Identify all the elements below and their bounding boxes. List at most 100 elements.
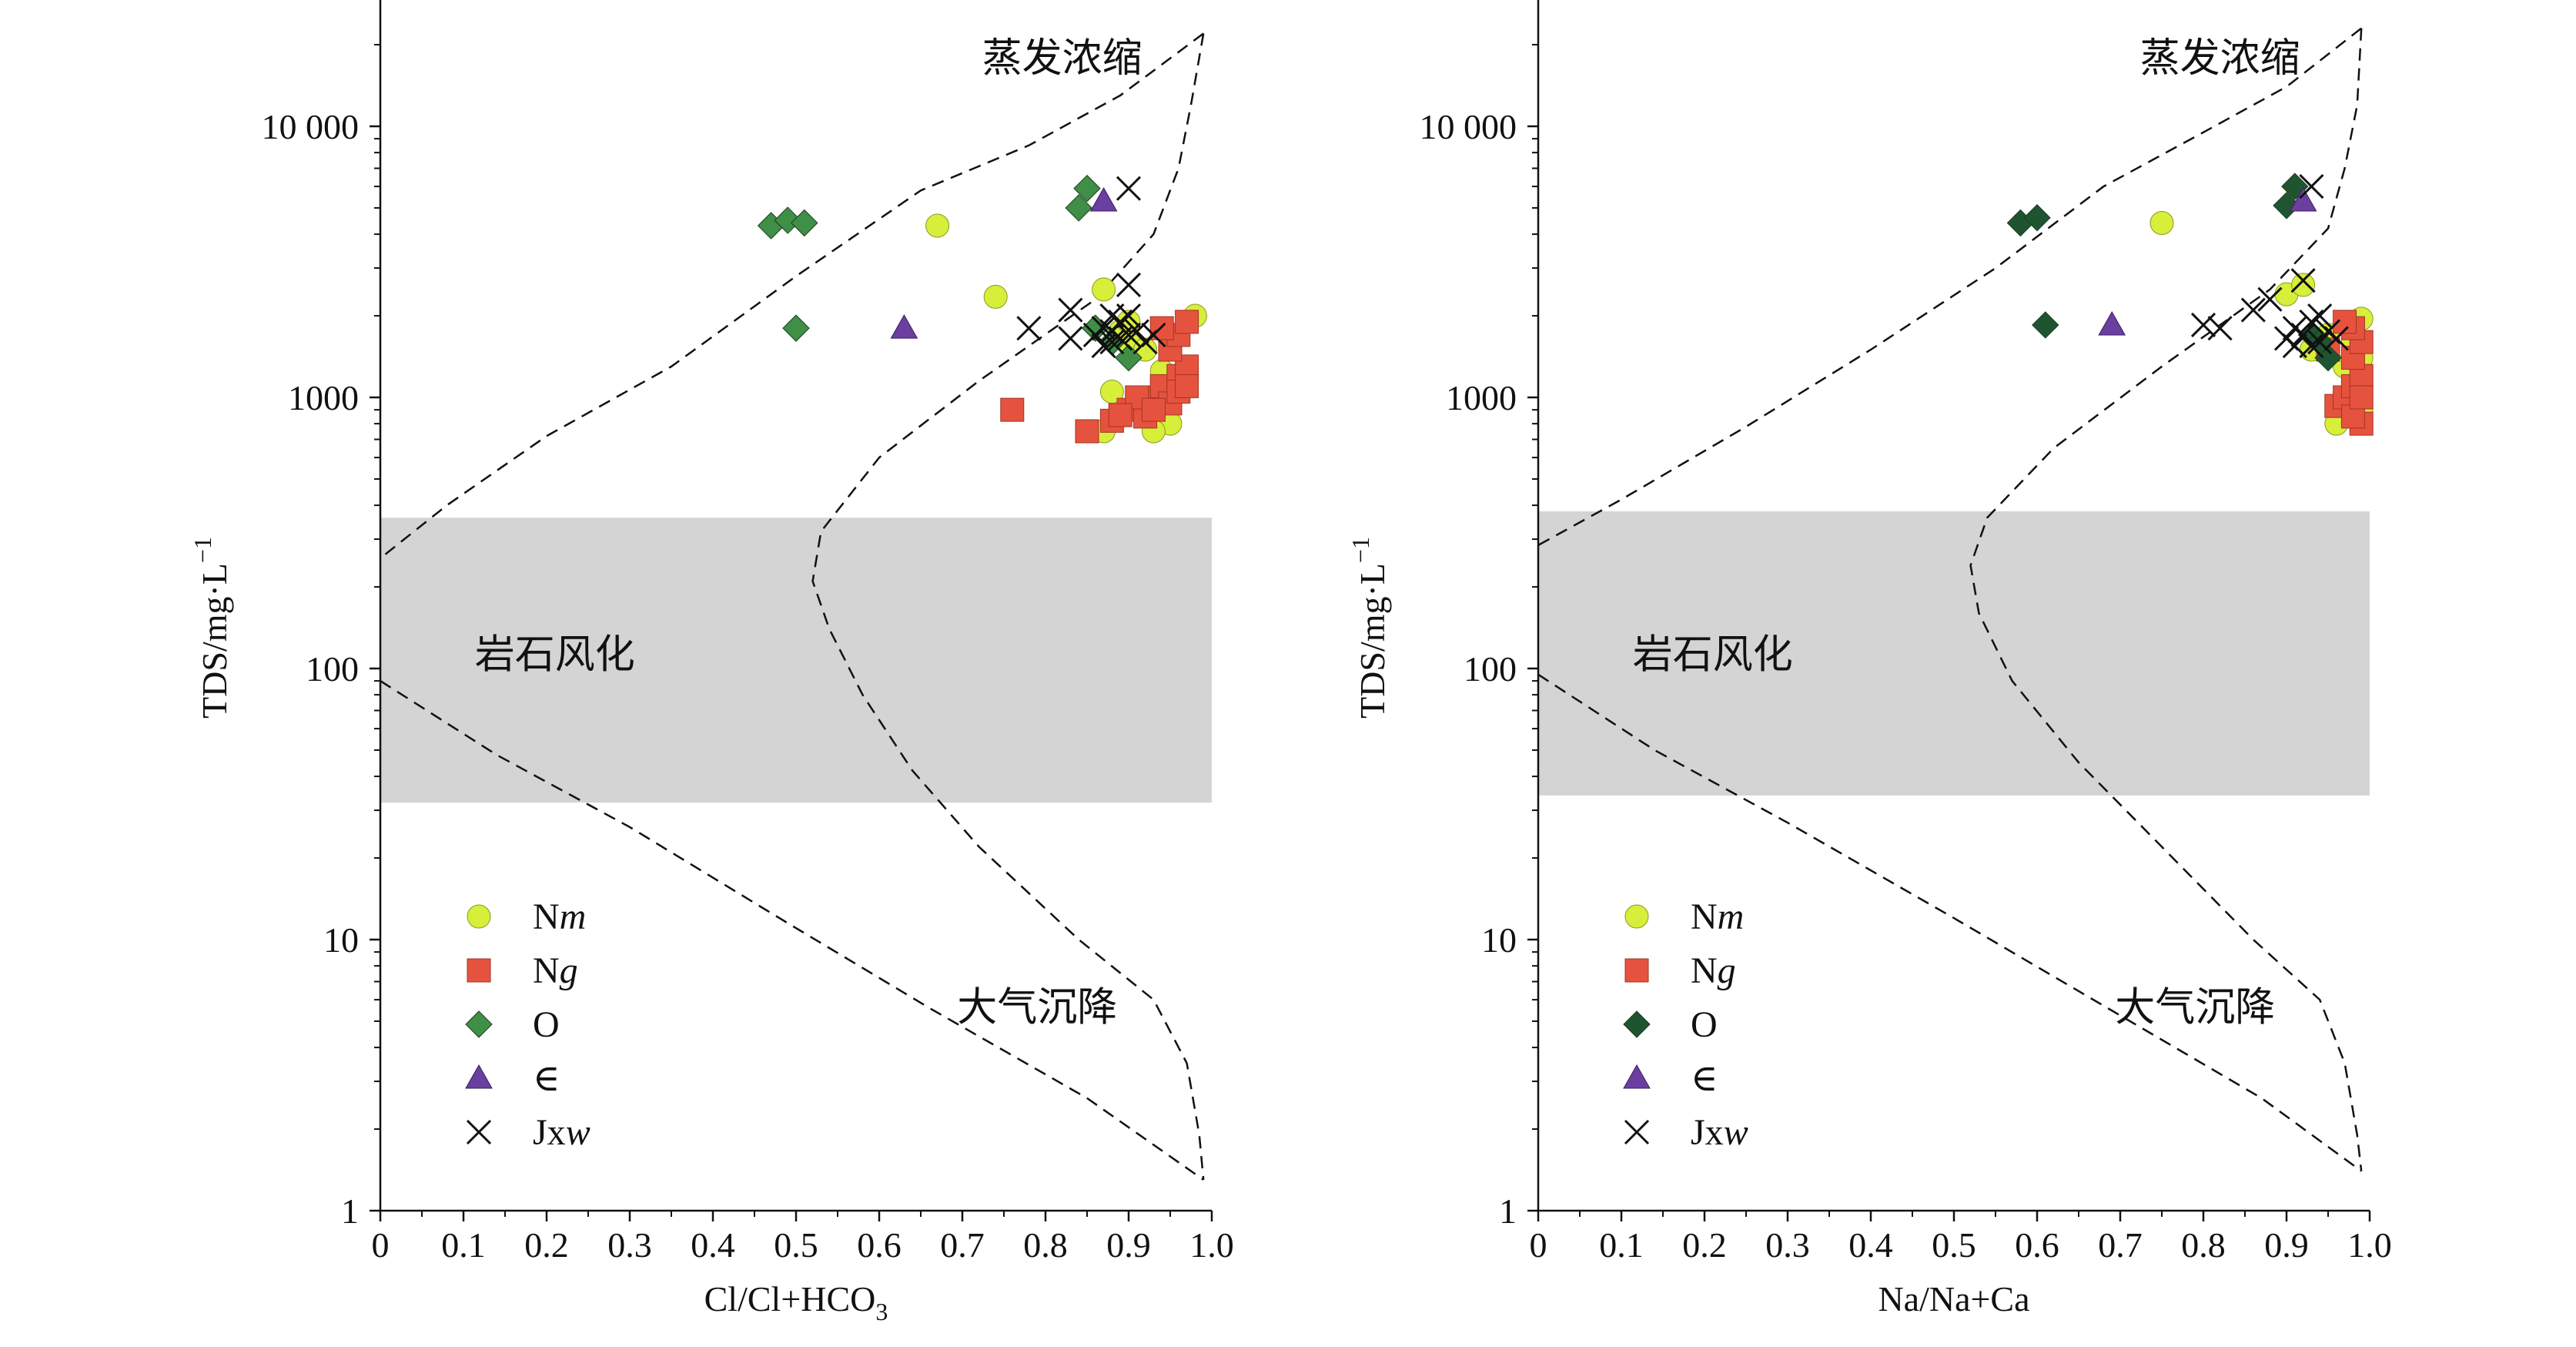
point-jxw-stroke bbox=[1108, 326, 1133, 351]
y-axis-label: TDS/mg·L−1 bbox=[189, 537, 234, 719]
y-tick-label: 10 bbox=[323, 920, 359, 960]
point-jxw bbox=[1091, 333, 1116, 359]
legend-item-nm: Nm bbox=[1624, 896, 1744, 937]
x-tick-label: 0.9 bbox=[1106, 1225, 1151, 1265]
y-tick-label: 100 bbox=[306, 649, 359, 689]
point-jxw bbox=[1141, 322, 1166, 347]
point-jxw-stroke bbox=[1116, 322, 1142, 347]
legend-item-ng: Ng bbox=[1624, 950, 1736, 991]
point-jxw-stroke bbox=[1058, 326, 1083, 351]
point-cam bbox=[2289, 187, 2317, 212]
legend: Nm Ng O ∈ Jxw bbox=[1623, 896, 1748, 1153]
point-jxw bbox=[2190, 312, 2216, 338]
x-tick-label: 0.2 bbox=[524, 1225, 569, 1265]
point-nm bbox=[2149, 211, 2174, 236]
point-jxw bbox=[1058, 297, 1083, 323]
legend-label-jxw: Jxw bbox=[533, 1112, 590, 1153]
legend-marker-cam bbox=[1623, 1064, 1651, 1089]
legend-marker-cam bbox=[465, 1064, 493, 1089]
point-jxw bbox=[2290, 322, 2316, 347]
legend-label-cam: ∈ bbox=[1691, 1058, 1718, 1099]
boundary-inner-curve bbox=[811, 33, 1205, 1181]
y-tick-label: 10 bbox=[1481, 920, 1517, 960]
x-tick-label: 0.7 bbox=[940, 1225, 985, 1265]
point-jxw-stroke bbox=[2257, 286, 2283, 312]
legend-item-jxw: Jxw bbox=[1624, 1112, 1748, 1153]
point-cam bbox=[2098, 310, 2126, 336]
point-jxw-stroke bbox=[2299, 174, 2324, 199]
point-jxw bbox=[1116, 272, 1142, 297]
point-nm bbox=[1099, 380, 1124, 404]
point-jxw bbox=[2307, 330, 2333, 355]
legend-label-o: O bbox=[1691, 1004, 1718, 1045]
legend-label-ng: Ng bbox=[533, 950, 578, 991]
x-tick-label: 0.3 bbox=[607, 1225, 652, 1265]
boundary-outer-curve bbox=[380, 32, 1204, 559]
point-nm bbox=[2291, 273, 2316, 297]
legend-marker-jxw bbox=[1624, 1119, 1650, 1145]
legend-item-cam: ∈ bbox=[1623, 1058, 1718, 1099]
point-jxw bbox=[1099, 303, 1125, 329]
point-jxw bbox=[1091, 316, 1116, 341]
point-ng bbox=[1075, 419, 1099, 444]
x-axis-label: Na/Na+Ca bbox=[1878, 1279, 2029, 1319]
point-jxw-stroke bbox=[2299, 333, 2324, 359]
point-o bbox=[774, 206, 801, 234]
legend-marker-jxw-stroke bbox=[1624, 1119, 1650, 1145]
point-o bbox=[791, 209, 818, 237]
legend-marker-jxw bbox=[466, 1119, 492, 1145]
point-jxw bbox=[1124, 319, 1149, 344]
weathering-band bbox=[380, 518, 1212, 803]
y-tick-label: 1 bbox=[341, 1191, 359, 1231]
point-ng bbox=[1141, 397, 1166, 422]
y-tick-label: 100 bbox=[1464, 649, 1517, 689]
region-label-precipitation: 大气沉降 bbox=[2115, 984, 2275, 1030]
point-jxw bbox=[1116, 176, 1142, 201]
legend-marker-nm bbox=[467, 904, 491, 929]
point-jxw-stroke bbox=[2240, 297, 2266, 323]
y-tick-label: 1 bbox=[1499, 1191, 1517, 1231]
point-ng bbox=[1175, 310, 1199, 334]
boundary-outer-curve bbox=[1537, 27, 2362, 546]
x-tick-label: 0.6 bbox=[857, 1225, 902, 1265]
point-jxw-stroke bbox=[1124, 319, 1149, 344]
point-jxw bbox=[1016, 316, 1042, 341]
y-axis-label: TDS/mg·L−1 bbox=[1347, 537, 1392, 719]
region-label-evaporation: 蒸发浓缩 bbox=[2140, 35, 2300, 82]
point-o bbox=[1065, 194, 1092, 222]
legend-label-ng: Ng bbox=[1691, 950, 1736, 991]
point-ng bbox=[1108, 403, 1132, 427]
x-tick-label: 0 bbox=[372, 1225, 390, 1265]
point-jxw-stroke bbox=[2207, 316, 2233, 341]
point-o bbox=[2023, 204, 2051, 232]
legend-marker-nm bbox=[1624, 904, 1649, 929]
point-o bbox=[1073, 174, 1101, 203]
legend-item-o: O bbox=[465, 1004, 560, 1045]
legend-label-jxw: Jxw bbox=[1691, 1112, 1748, 1153]
x-tick-label: 0 bbox=[1530, 1225, 1547, 1265]
legend-item-ng: Ng bbox=[467, 950, 578, 991]
legend-item-jxw: Jxw bbox=[466, 1112, 590, 1153]
x-tick-label: 0.5 bbox=[1932, 1225, 1976, 1265]
point-jxw bbox=[2299, 174, 2324, 199]
boundary-lower-curve bbox=[1537, 673, 2362, 1172]
point-jxw bbox=[2207, 316, 2233, 341]
point-jxw-stroke bbox=[1141, 322, 1166, 347]
point-jxw-stroke bbox=[1099, 303, 1125, 329]
point-jxw-stroke bbox=[2307, 330, 2333, 355]
x-tick-label: 0.4 bbox=[1848, 1225, 1893, 1265]
x-tick-label: 0.8 bbox=[1023, 1225, 1068, 1265]
region-label-weathering: 岩石风化 bbox=[1633, 632, 1793, 678]
legend-item-o: O bbox=[1623, 1004, 1718, 1045]
x-tick-label: 0.1 bbox=[441, 1225, 486, 1265]
point-cam bbox=[1089, 187, 1118, 212]
x-tick-label: 0.7 bbox=[2098, 1225, 2143, 1265]
point-jxw bbox=[1058, 326, 1083, 351]
point-nm bbox=[1092, 277, 1116, 302]
x-tick-label: 0.8 bbox=[2181, 1225, 2226, 1265]
point-jxw-stroke bbox=[1099, 330, 1125, 355]
x-tick-label: 1.0 bbox=[2347, 1225, 2392, 1265]
x-tick-label: 0.2 bbox=[1682, 1225, 1727, 1265]
point-jxw bbox=[2323, 326, 2349, 351]
